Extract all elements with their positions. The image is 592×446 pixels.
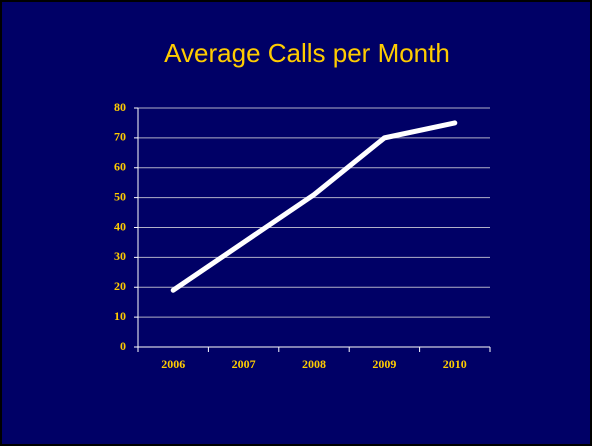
x-tick-label: 2007	[232, 357, 256, 371]
data-line	[170, 120, 458, 293]
x-tick-label: 2008	[302, 357, 326, 371]
x-tick-label: 2010	[443, 357, 467, 371]
y-tick-label: 10	[114, 309, 126, 323]
y-tick-label: 30	[114, 249, 126, 263]
y-tick-label: 20	[114, 279, 126, 293]
chart-title: Average Calls per Month	[164, 38, 450, 68]
y-tick-label: 50	[114, 189, 126, 203]
x-tick-label: 2006	[161, 357, 185, 371]
y-tick-label: 0	[120, 339, 126, 353]
x-tick-label: 2009	[372, 357, 396, 371]
y-tick-label: 80	[114, 100, 126, 114]
y-tick-label: 60	[114, 160, 126, 174]
y-tick-label: 70	[114, 130, 126, 144]
y-tick-label: 40	[114, 219, 126, 233]
